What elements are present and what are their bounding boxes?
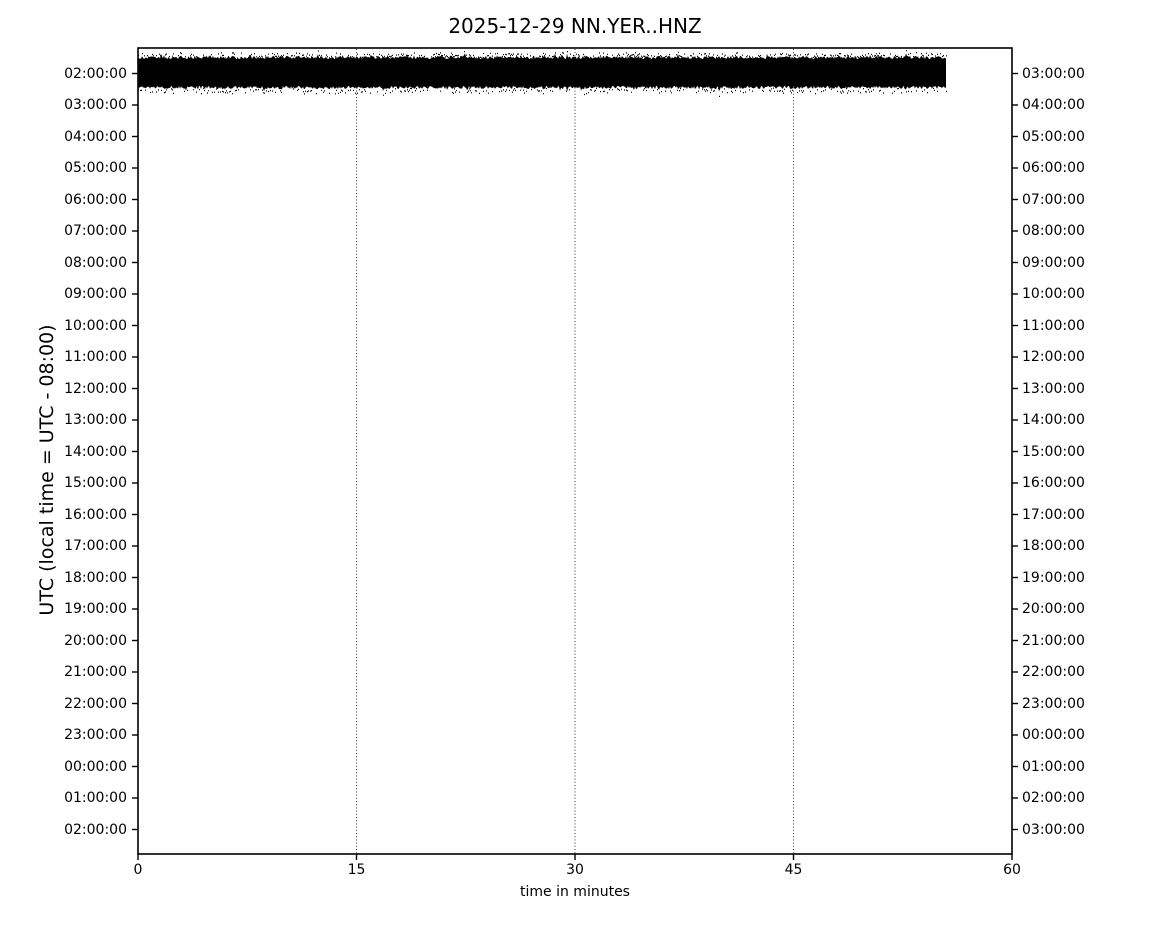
y-tick-label-left: 10:00:00: [64, 317, 127, 334]
waveform-trace: [138, 53, 946, 92]
y-tick-label-right: 14:00:00: [1022, 412, 1085, 428]
y-tick-label-left: 19:00:00: [64, 601, 127, 617]
y-tick-label-right: 21:00:00: [1022, 632, 1085, 649]
y-tick-label-left: 09:00:00: [64, 286, 127, 302]
y-tick-label-right: 23:00:00: [1022, 695, 1085, 712]
y-tick-label-right: 03:00:00: [1022, 65, 1085, 82]
y-tick-label-right: 22:00:00: [1022, 664, 1085, 680]
y-tick-label-left: 04:00:00: [64, 128, 127, 145]
y-tick-label-right: 04:00:00: [1022, 97, 1085, 113]
y-tick-label-right: 11:00:00: [1022, 317, 1085, 334]
x-tick-label: 60: [1003, 862, 1021, 878]
y-tick-label-right: 17:00:00: [1022, 506, 1085, 523]
x-axis-label: time in minutes: [520, 884, 630, 900]
chart-title: 2025-12-29 NN.YER..HNZ: [448, 14, 702, 38]
y-tick-label-left: 21:00:00: [64, 664, 127, 680]
y-tick-label-right: 09:00:00: [1022, 254, 1085, 271]
y-tick-label-left: 07:00:00: [64, 223, 127, 239]
y-tick-label-left: 13:00:00: [64, 412, 127, 428]
y-tick-label-left: 22:00:00: [64, 695, 127, 712]
y-tick-label-right: 07:00:00: [1022, 191, 1085, 208]
x-tick-label: 45: [784, 862, 803, 878]
y-tick-label-right: 00:00:00: [1022, 727, 1085, 743]
y-tick-label-right: 03:00:00: [1022, 821, 1085, 838]
x-tick-label: 0: [133, 862, 143, 878]
y-tick-label-right: 20:00:00: [1022, 601, 1085, 617]
y-tick-label-right: 19:00:00: [1022, 569, 1085, 586]
plot-border: [137, 47, 1013, 855]
y-tick-label-left: 15:00:00: [64, 475, 127, 491]
y-tick-label-left: 02:00:00: [64, 821, 127, 838]
y-tick-label-left: 08:00:00: [64, 254, 127, 271]
y-tick-label-left: 00:00:00: [64, 758, 127, 775]
y-tick-label-left: 17:00:00: [64, 538, 127, 554]
y-tick-label-left: 14:00:00: [64, 443, 127, 460]
y-tick-label-left: 20:00:00: [64, 632, 127, 649]
y-tick-label-left: 18:00:00: [64, 569, 127, 586]
y-tick-label-left: 23:00:00: [64, 727, 127, 743]
y-tick-label-right: 18:00:00: [1022, 538, 1085, 554]
y-tick-label-right: 02:00:00: [1022, 790, 1085, 806]
y-tick-label-left: 16:00:00: [64, 506, 127, 523]
y-tick-label-right: 16:00:00: [1022, 475, 1085, 491]
y-tick-label-right: 06:00:00: [1022, 160, 1085, 176]
y-tick-label-left: 01:00:00: [64, 790, 127, 806]
y-tick-label-right: 08:00:00: [1022, 223, 1085, 239]
y-tick-label-left: 12:00:00: [64, 380, 127, 397]
y-tick-label-right: 12:00:00: [1022, 349, 1085, 365]
x-tick-label: 15: [347, 862, 366, 878]
y-tick-label-left: 11:00:00: [64, 349, 127, 365]
y-tick-label-left: 06:00:00: [64, 191, 127, 208]
y-tick-label-right: 13:00:00: [1022, 380, 1085, 397]
waveform-speckle: [138, 50, 947, 97]
y-tick-label-left: 03:00:00: [64, 97, 127, 113]
y-tick-label-right: 15:00:00: [1022, 443, 1085, 460]
x-tick-label: 30: [566, 862, 584, 878]
y-tick-label-right: 01:00:00: [1022, 758, 1085, 775]
y-tick-label-right: 10:00:00: [1022, 286, 1085, 302]
y-tick-label-left: 02:00:00: [64, 65, 127, 82]
y-tick-label-right: 05:00:00: [1022, 128, 1085, 145]
y-tick-label-left: 05:00:00: [64, 160, 127, 176]
